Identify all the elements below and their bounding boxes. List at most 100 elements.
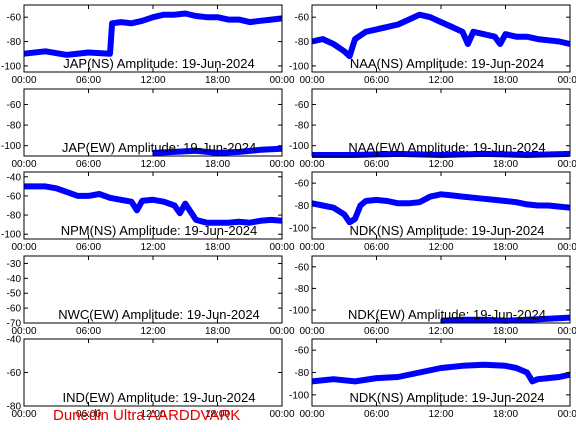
chart-panel: -100 -80 -60 00:00 06:00 12:00 18:00 00:00 NAA(N…: [289, 4, 576, 86]
x-tick-label: 18:00: [493, 409, 518, 420]
x-tick-label: 00:00: [557, 409, 576, 420]
y-tick-label: -80: [295, 368, 310, 379]
x-tick-label: 00:00: [11, 326, 36, 337]
series-line: [23, 10, 283, 58]
chart-panel: -100 -80 -60 00:00 06:00 12:00 18:00 00:00 NDK(E…: [289, 255, 576, 337]
x-tick-label: 00:00: [11, 242, 36, 253]
y-tick-label: -60: [7, 100, 22, 111]
chart-title: NAA(NS) Amplitude: 19-Jun-2024: [350, 56, 544, 71]
x-tick-label: 06:00: [364, 159, 389, 170]
chart-title: NDK(NS) Amplitude: 19-Jun-2024: [349, 390, 544, 405]
series-line: [311, 361, 571, 385]
x-tick-label: 00:00: [299, 159, 324, 170]
x-tick-label: 00:00: [299, 242, 324, 253]
y-tick-label: -100: [289, 61, 309, 72]
x-tick-label: 06:00: [364, 326, 389, 337]
x-tick-label: 00:00: [11, 159, 36, 170]
x-tick-label: 12:00: [428, 326, 453, 337]
chart-title: JAP(NS) Amplitude: 19-Jun-2024: [63, 56, 254, 71]
y-tick-label: -60: [295, 100, 310, 111]
x-tick-label: 00:00: [269, 75, 294, 86]
x-tick-label: 18:00: [493, 326, 518, 337]
chart-title: JAP(EW) Amplitude: 19-Jun-2024: [62, 140, 256, 155]
x-tick-label: 12:00: [140, 75, 165, 86]
y-tick-label: -100: [1, 230, 21, 241]
y-tick-label: -40: [7, 172, 22, 183]
y-tick-label: -60: [7, 13, 22, 24]
y-tick-label: -60: [7, 191, 22, 202]
x-tick-label: 18:00: [205, 409, 230, 420]
chart-panel: -100 -80 -60 00:00 06:00 12:00 18:00 00:00 JAP(N…: [1, 4, 295, 86]
y-tick-label: -80: [7, 121, 22, 132]
x-tick-label: 00:00: [11, 409, 36, 420]
y-tick-label: -60: [295, 262, 310, 273]
x-tick-label: 00:00: [299, 75, 324, 86]
y-tick-label: -80: [295, 121, 310, 132]
chart-title: NDK(EW) Amplitude: 19-Jun-2024: [348, 307, 546, 322]
y-tick-label: -80: [7, 37, 22, 48]
y-tick-label: -60: [7, 368, 22, 379]
x-tick-label: 18:00: [205, 75, 230, 86]
x-tick-label: 00:00: [299, 326, 324, 337]
y-tick-label: -100: [1, 61, 21, 72]
x-tick-label: 00:00: [269, 242, 294, 253]
x-tick-label: 00:00: [557, 159, 576, 170]
footer-caption: Dunedin Ultra AARDDVARK: [53, 407, 241, 424]
series-line: [24, 183, 283, 226]
x-tick-label: 18:00: [493, 159, 518, 170]
y-tick-label: -60: [295, 13, 310, 24]
y-tick-label: -100: [289, 223, 309, 234]
y-tick-label: -60: [7, 304, 22, 315]
y-tick-label: -50: [7, 289, 22, 300]
x-tick-label: 18:00: [493, 75, 518, 86]
x-tick-label: 12:00: [140, 326, 165, 337]
x-tick-label: 00:00: [269, 409, 294, 420]
y-tick-label: -60: [295, 179, 310, 190]
x-tick-label: 00:00: [299, 409, 324, 420]
x-tick-label: 06:00: [76, 409, 101, 420]
chart-panel: -100 -80 -60 00:00 06:00 12:00 18:00 00:00 NAA(E…: [289, 88, 576, 170]
y-tick-label: -100: [1, 141, 21, 152]
x-tick-label: 06:00: [364, 409, 389, 420]
x-tick-label: 12:00: [428, 242, 453, 253]
y-tick-label: -100: [289, 390, 309, 401]
y-tick-label: -100: [289, 306, 309, 317]
chart-title: NAA(EW) Amplitude: 19-Jun-2024: [348, 140, 545, 155]
x-tick-label: 12:00: [428, 75, 453, 86]
x-tick-label: 12:00: [428, 409, 453, 420]
x-tick-label: 00:00: [557, 75, 576, 86]
chart-title: NWC(EW) Amplitude: 19-Jun-2024: [58, 307, 260, 322]
x-tick-label: 06:00: [76, 159, 101, 170]
x-tick-label: 00:00: [557, 326, 576, 337]
chart-panel: -80 -60 -40 00:00 06:00 12:00 18:00 00:00 IND(EW…: [7, 335, 295, 421]
series-line: [311, 191, 571, 226]
chart-title: IND(EW) Amplitude: 19-Jun-2024: [63, 390, 256, 405]
chart-panel: -100 -80 -60 00:00 06:00 12:00 18:00 00:00 NDK(N…: [289, 338, 576, 420]
y-tick-label: -80: [295, 201, 310, 212]
x-tick-label: 00:00: [269, 159, 294, 170]
x-tick-label: 12:00: [140, 409, 165, 420]
y-tick-label: -80: [7, 211, 22, 222]
chart-panel: -70 -60 -50 -40 -30 00:00 06:00 12:00 18:00 00:00…: [7, 255, 295, 337]
y-tick-label: -80: [295, 37, 310, 48]
x-tick-label: 06:00: [364, 242, 389, 253]
x-tick-label: 12:00: [428, 159, 453, 170]
x-tick-label: 06:00: [364, 75, 389, 86]
x-tick-label: 18:00: [493, 242, 518, 253]
x-tick-label: 00:00: [557, 242, 576, 253]
y-tick-label: -40: [7, 274, 22, 285]
y-tick-label: -100: [289, 141, 309, 152]
y-tick-label: -60: [295, 346, 310, 357]
y-tick-label: -40: [7, 335, 22, 346]
chart-title: NPM(NS) Amplitude: 19-Jun-2024: [61, 223, 258, 238]
x-tick-label: 00:00: [11, 75, 36, 86]
chart-panel: -100 -80 -60 00:00 06:00 12:00 18:00 00:00 JAP(E…: [1, 88, 295, 170]
x-tick-label: 18:00: [205, 159, 230, 170]
y-tick-label: -70: [7, 319, 22, 330]
x-tick-label: 06:00: [76, 326, 101, 337]
y-tick-label: -30: [7, 259, 22, 270]
x-tick-label: 00:00: [269, 326, 294, 337]
x-tick-label: 18:00: [205, 242, 230, 253]
y-tick-label: -80: [295, 284, 310, 295]
